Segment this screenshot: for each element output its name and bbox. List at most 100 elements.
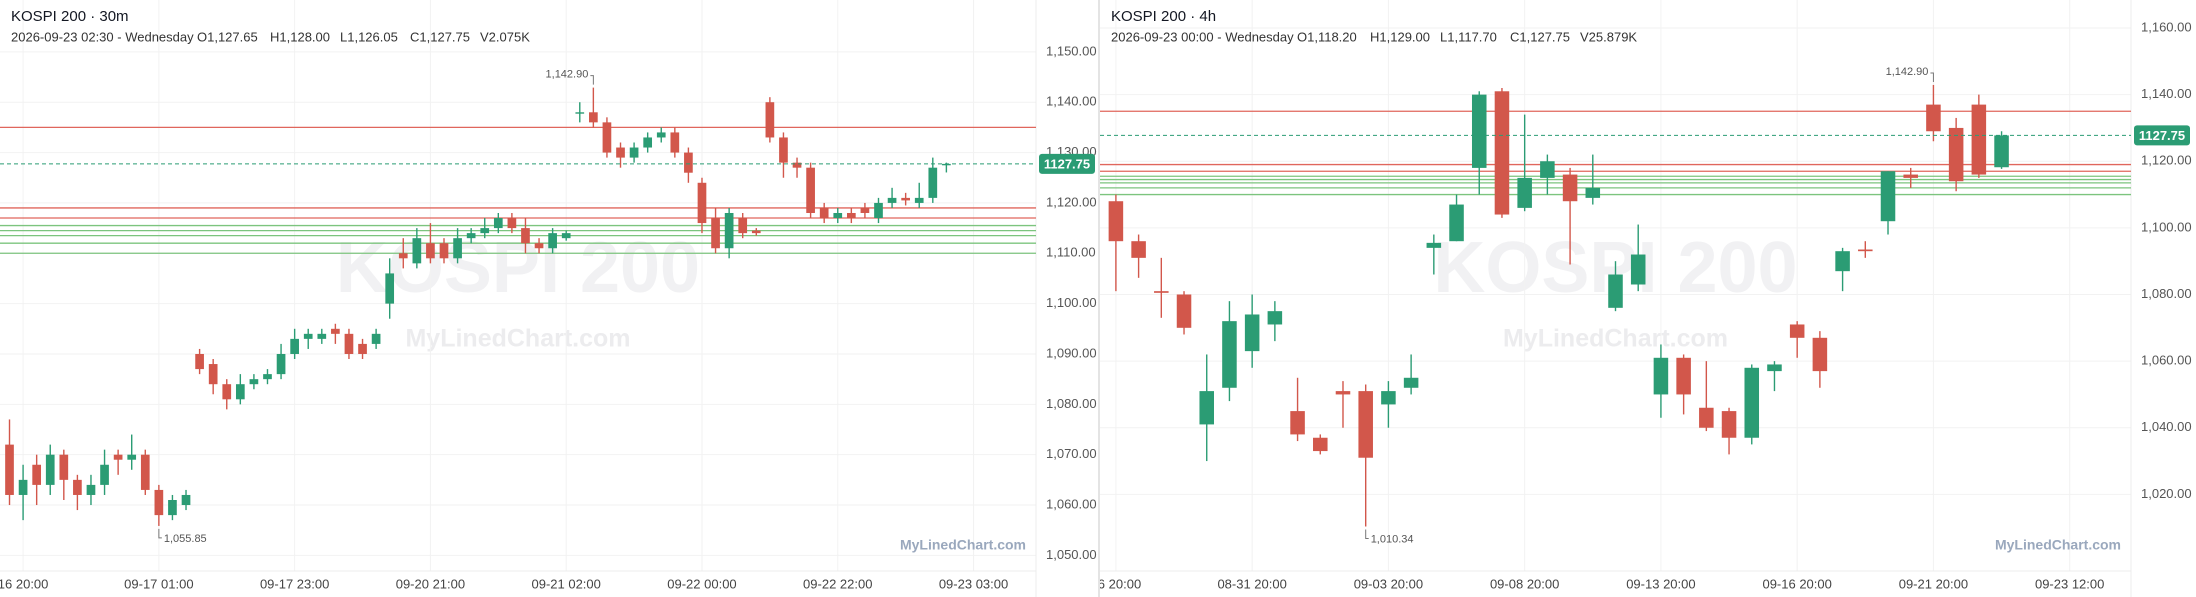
x-tick-label: 09-17 23:00 (260, 576, 329, 591)
panel-4h: KOSPI 200MyLinedChart.com1,020.001,040.0… (1100, 0, 2192, 597)
candle-body (1199, 391, 1215, 425)
candle-body (1994, 135, 2009, 168)
candle-body (629, 147, 639, 158)
candle-body (1108, 201, 1124, 242)
x-tick-label: 09-21 20:00 (1899, 576, 1968, 591)
annotation-leader (158, 528, 162, 539)
candle-body (195, 353, 204, 370)
y-tick-label: 1,070.00 (1046, 446, 1097, 461)
candle-body (398, 253, 408, 259)
candle-body (1858, 249, 1873, 252)
candle-body (480, 228, 490, 234)
candle-body (317, 333, 327, 339)
ohlcv-info: V2.075K (480, 29, 530, 44)
candle-body (1630, 254, 1646, 285)
candle-body (887, 197, 897, 203)
candle-body (1403, 377, 1419, 388)
candle-body (1767, 364, 1782, 372)
ohlcv-info: L1,126.05 (340, 29, 398, 44)
candle-body (724, 212, 734, 249)
candle-body (1540, 161, 1555, 178)
candle-body (181, 494, 191, 506)
candle-body (303, 333, 313, 339)
candle-body (290, 338, 299, 354)
annotation-leader (1930, 72, 1934, 82)
candle-body (1494, 91, 1510, 215)
candle-body (276, 353, 286, 375)
candle-body (493, 218, 503, 229)
x-tick-label: 09-08 20:00 (1490, 576, 1559, 591)
ohlcv-info: C1,127.75 (1510, 29, 1570, 44)
candle-body (45, 454, 55, 485)
candle-body (548, 233, 557, 249)
candle-body (806, 167, 815, 213)
candle-body (1449, 204, 1464, 242)
candle-body (711, 218, 720, 249)
y-tick-label: 1,140.00 (2141, 86, 2192, 101)
candle-body (1471, 94, 1487, 168)
y-tick-label: 1,140.00 (1046, 94, 1097, 109)
ohlcv-info: 2026-09-23 00:00 - Wednesday (1111, 29, 1294, 44)
x-tick-label: 09-22 22:00 (803, 576, 872, 591)
credit: MyLinedChart.com (900, 537, 1026, 553)
candle-body (1426, 242, 1442, 248)
candle-body (1335, 391, 1351, 395)
x-tick-label: 09-21 02:00 (531, 576, 600, 591)
candle-body (5, 444, 14, 495)
candle-body (1880, 171, 1896, 222)
candle-body (1812, 337, 1828, 372)
candle-body (127, 454, 137, 460)
candle-body (928, 167, 938, 198)
candle-body (1244, 314, 1260, 352)
x-tick-label: 09-03 20:00 (1354, 576, 1423, 591)
candle-body (1744, 367, 1760, 438)
candle-body (453, 238, 462, 259)
candle-body (1971, 104, 1987, 175)
candle-body (331, 328, 340, 334)
candle-body (1903, 174, 1918, 178)
candle-body (1835, 251, 1850, 272)
ohlcv-info: H1,128.00 (270, 29, 330, 44)
last-price-label: 1127.75 (1044, 156, 1090, 171)
candle-body (1562, 174, 1578, 202)
annotation-leader (1365, 529, 1369, 540)
candle-body (575, 112, 585, 114)
x-tick-label: 09-22 00:00 (667, 576, 736, 591)
candle-body (942, 163, 951, 166)
candle-body (846, 212, 856, 219)
y-tick-label: 1,120.00 (2141, 153, 2192, 168)
candle-body (426, 243, 435, 259)
candle-body (697, 182, 707, 224)
candle-body (59, 454, 69, 480)
y-tick-label: 1,050.00 (1046, 547, 1097, 562)
candle-body (738, 218, 748, 234)
candle-body (765, 102, 775, 138)
candle-body (1222, 321, 1237, 388)
y-tick-label: 1,040.00 (2141, 419, 2192, 434)
candle-body (154, 489, 164, 516)
candle-body (113, 454, 123, 460)
last-price-tag (1039, 153, 1095, 174)
y-tick-label: 1,160.00 (2141, 19, 2192, 34)
x-tick-label: 08-31 20:00 (1217, 576, 1286, 591)
candle-body (874, 202, 883, 219)
panel-30m: KOSPI 200 MyLinedChart.com 1,050.00 1,060.0… (0, 0, 1097, 597)
chart-title: KOSPI 200 · 4h (1111, 8, 1216, 25)
x-tick-label: 16 20:00 (0, 576, 48, 591)
annotation-label: 1,055.85 (164, 533, 207, 545)
candle-body (1676, 357, 1691, 395)
credit: MyLinedChart.com (1995, 537, 2121, 553)
candle-body (589, 112, 598, 123)
candle-body (1176, 294, 1192, 328)
chart-title: KOSPI 200 · 30m (11, 8, 129, 25)
candle-body (901, 197, 910, 201)
candle-body (1313, 437, 1328, 452)
candle-body (1699, 407, 1714, 428)
x-tick-label: 09-13 20:00 (1626, 576, 1695, 591)
candle-body (18, 479, 28, 495)
candle-body (168, 500, 177, 516)
candle-body (1154, 291, 1169, 293)
candle-body (1926, 104, 1941, 132)
candle-body (371, 333, 381, 344)
